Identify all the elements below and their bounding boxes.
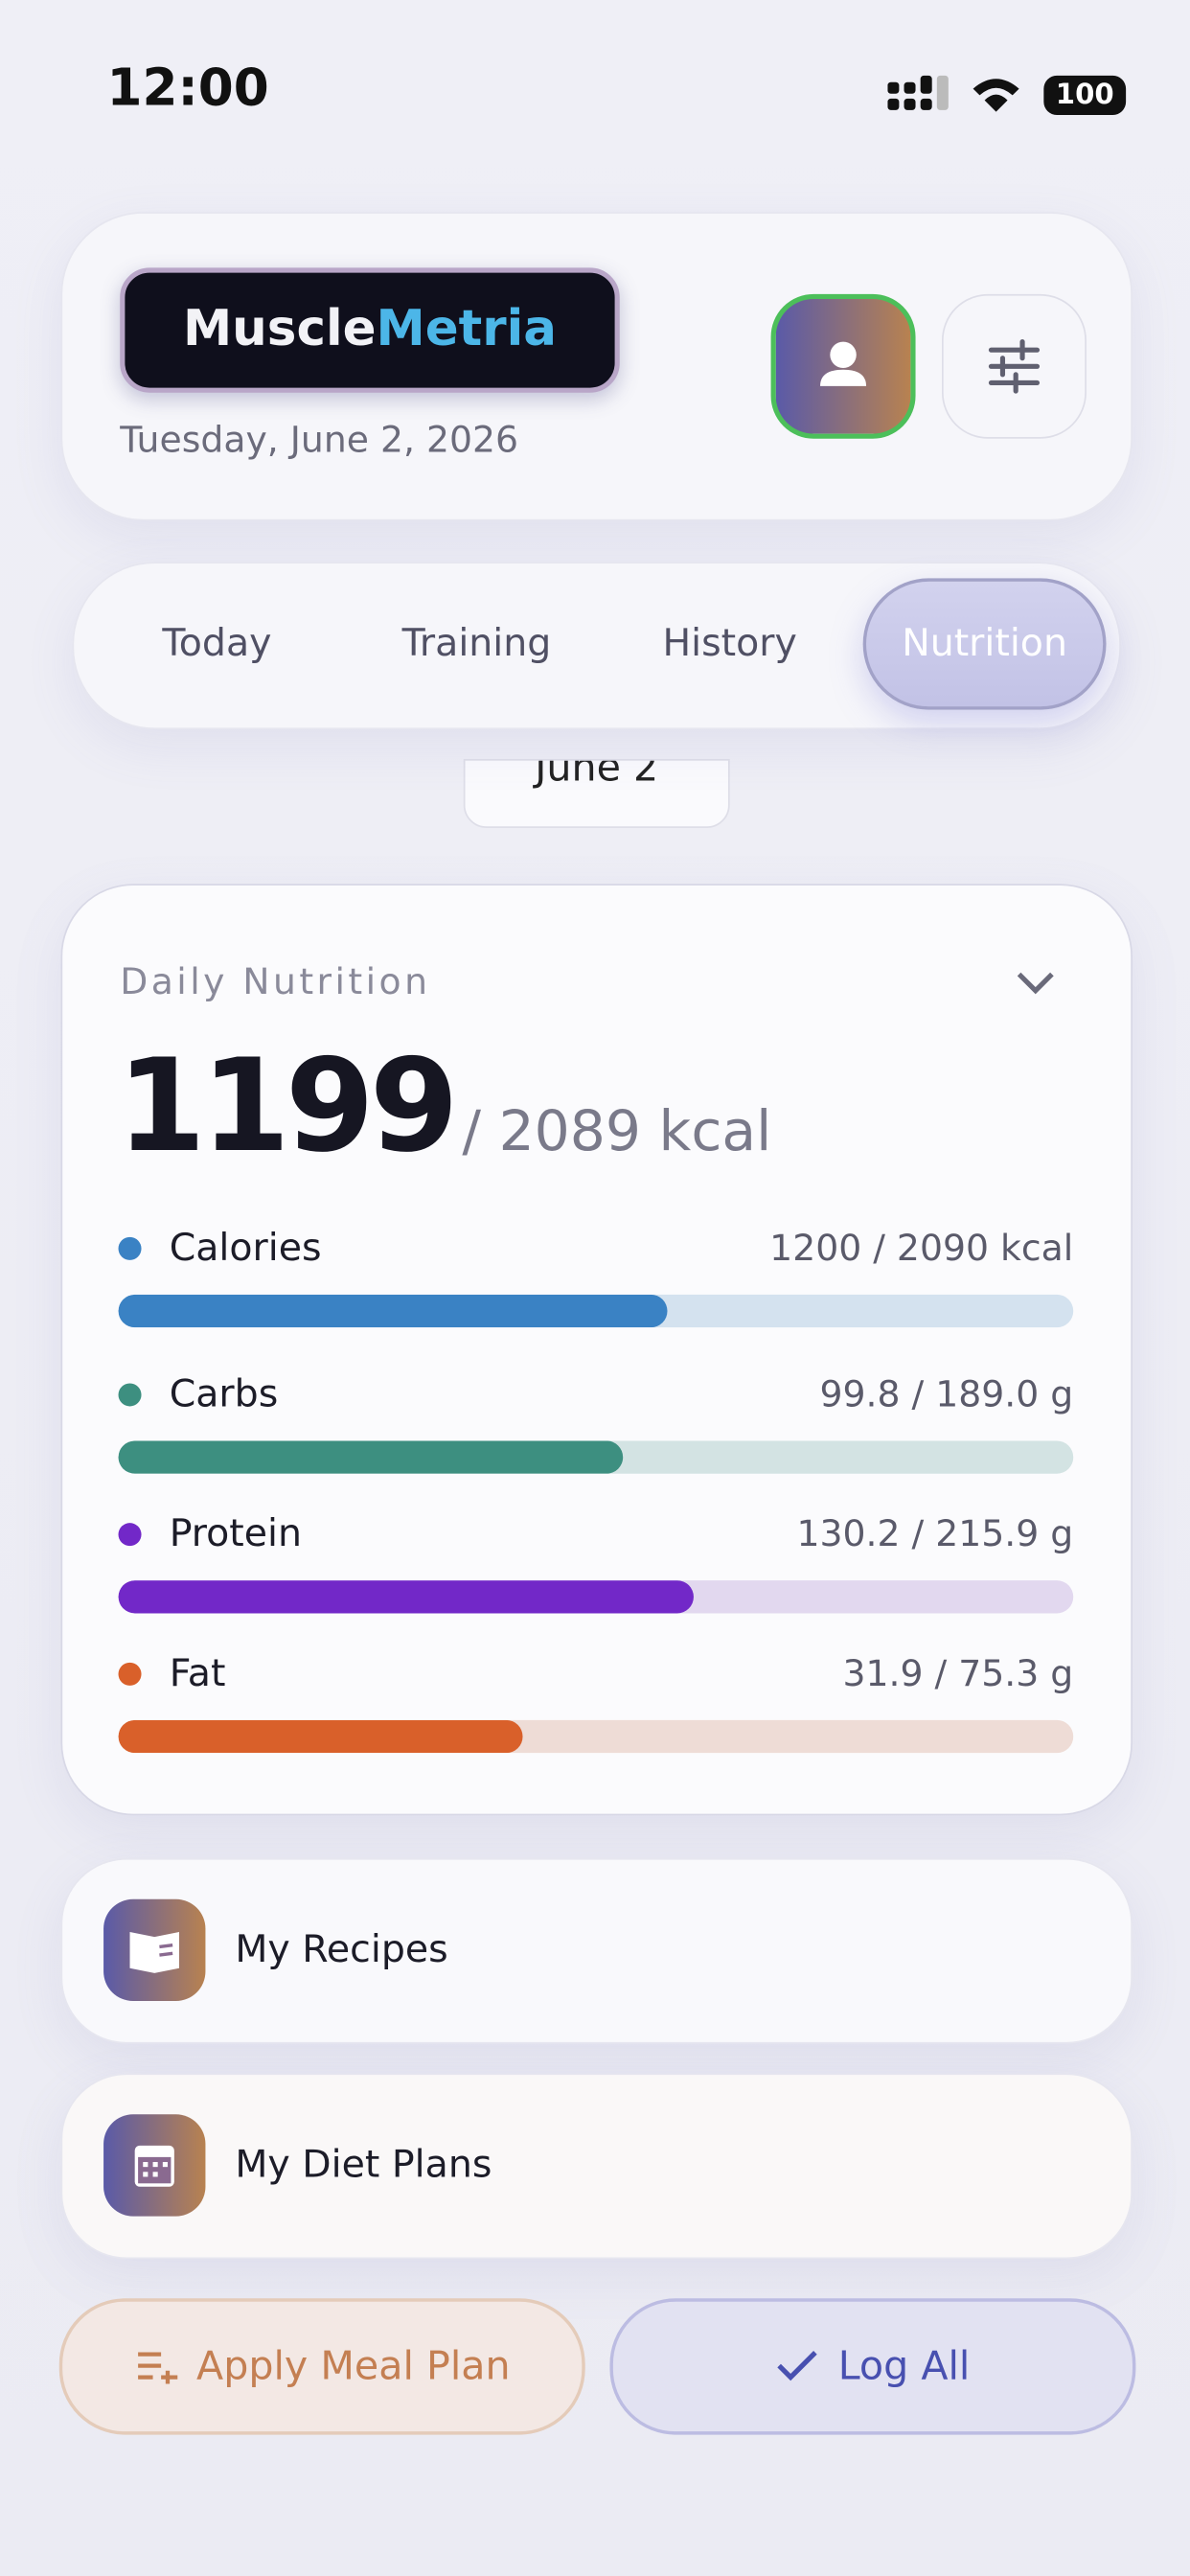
goal-kcal: / 2089 kcal	[462, 1098, 772, 1165]
button-text: Log All	[837, 2342, 971, 2389]
diet-icon	[103, 2114, 206, 2217]
logo-part: Metria	[376, 300, 557, 358]
avatar-button[interactable]	[770, 293, 916, 439]
recipes-icon	[103, 1898, 206, 2002]
check-icon	[777, 2351, 817, 2381]
nutrition-card: Daily Nutrition 1199 / 2089 kcal	[60, 884, 1133, 1816]
log-all-button[interactable]: Log All	[609, 2298, 1136, 2435]
tab[interactable]: Training	[401, 622, 552, 666]
avatar-icon	[820, 341, 867, 386]
macro-name: Protein	[169, 1512, 303, 1556]
macro-dot	[118, 1523, 142, 1547]
macro-dot	[118, 1662, 142, 1686]
link-text: My Recipes	[235, 1928, 448, 1972]
macro-value: 130.2 / 215.9 g	[796, 1514, 1074, 1556]
header-card: MuscleMetria Tuesday, June 2, 2026	[60, 212, 1133, 521]
button-text: Apply Meal Plan	[196, 2342, 511, 2389]
macro-dot	[118, 1236, 142, 1260]
card-title: Daily Nutrition	[120, 962, 431, 1004]
link-text: My Diet Plans	[235, 2144, 492, 2187]
status-time: 12:00	[106, 58, 269, 119]
macro-name: Calories	[169, 1227, 322, 1271]
status-icons: 100	[887, 75, 1127, 116]
total-kcal: 1199	[116, 1033, 459, 1182]
diet-plans-link[interactable]: My Diet Plans	[60, 2073, 1133, 2260]
tab[interactable]: History	[662, 622, 797, 666]
progress-track	[118, 1294, 1074, 1328]
progress-fill	[118, 1440, 623, 1474]
macro-value: 99.8 / 189.0 g	[819, 1374, 1074, 1416]
tab-active[interactable]: Nutrition	[862, 578, 1107, 710]
battery: 100	[1056, 78, 1114, 110]
tab[interactable]: Today	[162, 622, 272, 666]
recipes-link[interactable]: My Recipes	[60, 1857, 1133, 2044]
apply-meal-plan-button[interactable]: Apply Meal Plan	[58, 2298, 585, 2435]
progress-track	[118, 1440, 1074, 1474]
logo-part: Muscle	[182, 300, 377, 358]
progress-track	[118, 1719, 1074, 1754]
playlist-icon	[137, 2352, 177, 2384]
logo[interactable]: MuscleMetria	[120, 267, 620, 393]
settings-button[interactable]	[941, 293, 1087, 439]
macro-dot	[118, 1383, 142, 1407]
total-row: 1199 / 2089 kcal	[117, 1033, 772, 1181]
macro-value: 1200 / 2090 kcal	[769, 1229, 1074, 1271]
progress-fill	[118, 1580, 695, 1614]
date-chip[interactable]: June 2	[463, 759, 730, 829]
chevron[interactable]	[1013, 968, 1059, 998]
progress-fill	[118, 1294, 667, 1328]
macro-name: Carbs	[169, 1373, 279, 1416]
progress-track	[118, 1580, 1074, 1614]
macro-name: Fat	[169, 1652, 226, 1696]
tab-bar: Today Training History Nutrition	[72, 562, 1121, 730]
progress-fill	[118, 1719, 523, 1754]
settings-icon	[988, 339, 1041, 394]
date-chip-text: June 2	[535, 759, 659, 791]
date: Tuesday, June 2, 2026	[120, 420, 519, 462]
macro-value: 31.9 / 75.3 g	[842, 1654, 1074, 1696]
